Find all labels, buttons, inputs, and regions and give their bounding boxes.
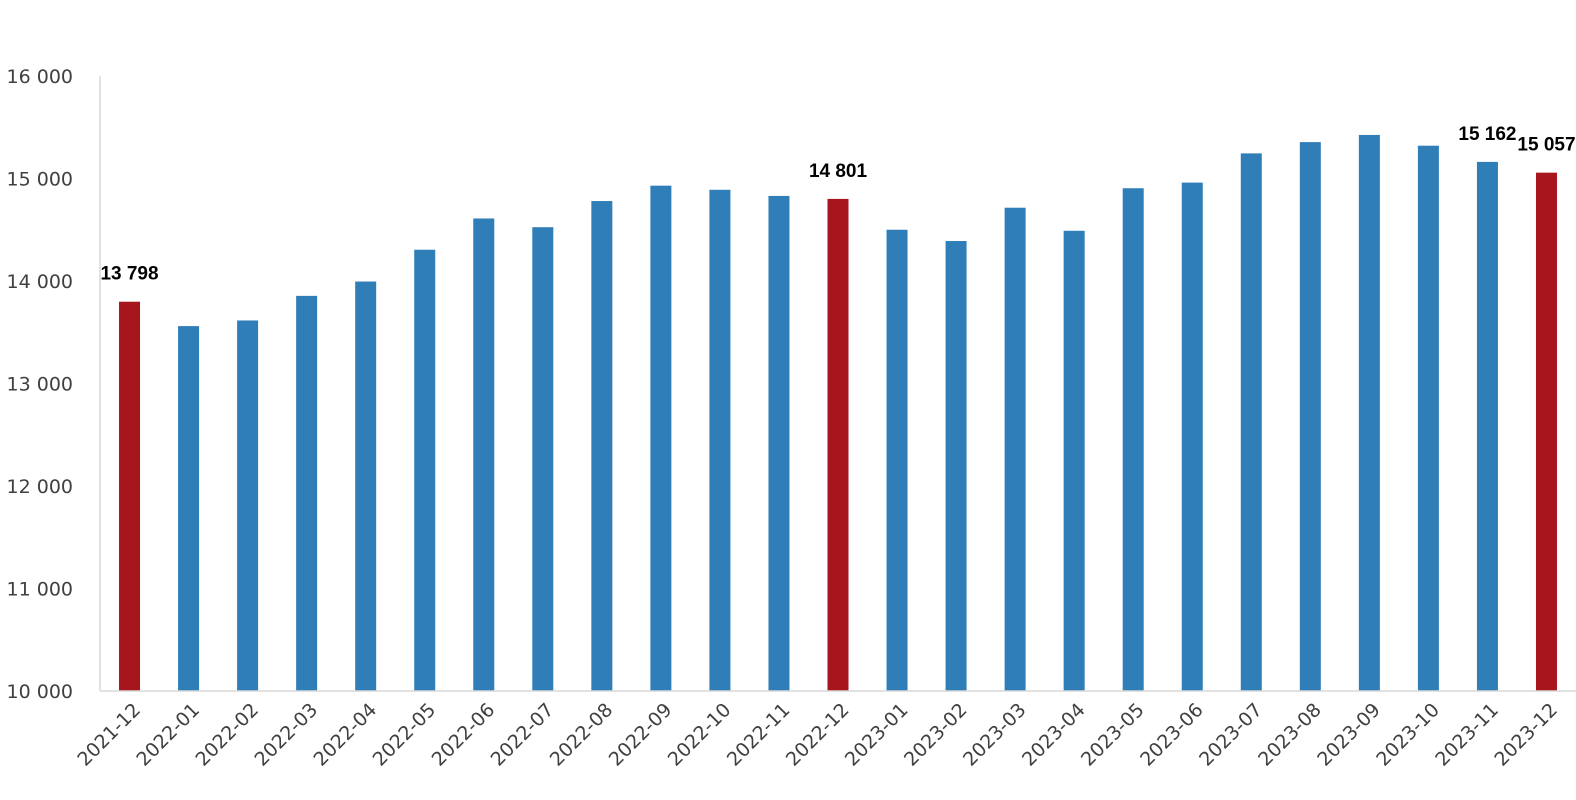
x-tick-label: 2023-02: [900, 699, 972, 771]
x-tick-label: 2023-08: [1254, 699, 1326, 771]
x-tick-label: 2022-01: [132, 699, 204, 771]
data-label: 14 801: [809, 161, 868, 182]
bar: [886, 229, 908, 691]
x-tick-label: 2022-04: [310, 699, 382, 771]
bar: [178, 326, 200, 691]
bar: [768, 195, 790, 692]
bar: [1063, 230, 1085, 691]
bar: [532, 227, 554, 691]
x-tick-label: 2023-01: [841, 699, 913, 771]
x-tick-label: 2022-03: [250, 699, 322, 771]
bar: [945, 241, 967, 691]
bar: [237, 320, 259, 691]
bar: [296, 295, 318, 691]
data-label: 15 162: [1458, 124, 1516, 145]
x-tick-label: 2022-12: [782, 699, 854, 771]
x-tick-label: 2022-07: [487, 699, 559, 771]
x-tick-label: 2022-02: [191, 699, 263, 771]
x-tick-label: 2023-03: [959, 699, 1031, 771]
x-tick-label: 2023-09: [1313, 699, 1385, 771]
bar: [1004, 207, 1026, 691]
x-axis: 2021-122022-012022-022022-032022-042022-…: [73, 690, 1576, 771]
bar-highlighted: [119, 301, 141, 691]
bar: [709, 189, 731, 691]
data-label: 15 057: [1517, 135, 1575, 156]
y-tick-label: 11 000: [7, 579, 73, 601]
bar: [1358, 134, 1380, 691]
x-tick-label: 2023-12: [1490, 699, 1562, 771]
x-tick-label: 2022-09: [605, 699, 677, 771]
y-tick-label: 10 000: [7, 681, 73, 703]
x-tick-label: 2022-06: [428, 699, 500, 771]
bar: [1476, 161, 1498, 691]
y-tick-label: 12 000: [7, 476, 73, 498]
y-tick-label: 16 000: [7, 66, 73, 88]
bar-highlighted: [827, 198, 849, 691]
bars: [119, 134, 1557, 692]
bar: [355, 281, 377, 691]
y-tick-label: 15 000: [7, 169, 73, 191]
y-axis: 10 000 11 000 12 000 13 000 14 000 15 000 16 0…: [7, 66, 101, 703]
x-tick-label: 2022-05: [369, 699, 441, 771]
data-label: 13 798: [100, 264, 158, 285]
x-tick-label: 2023-04: [1018, 699, 1090, 771]
bar: [650, 185, 672, 692]
y-tick-label: 14 000: [7, 271, 73, 293]
x-tick-label: 2023-10: [1372, 699, 1444, 771]
x-tick-label: 2023-07: [1195, 699, 1267, 771]
bar: [414, 249, 436, 692]
bar: [1299, 142, 1321, 692]
x-tick-label: 2022-08: [546, 699, 618, 771]
bar: [1122, 188, 1144, 692]
x-tick-label: 2023-11: [1431, 699, 1503, 771]
y-tick-label: 13 000: [7, 374, 73, 396]
x-tick-label: 2021-12: [73, 699, 145, 771]
bar-highlighted: [1535, 172, 1557, 692]
x-tick-label: 2022-10: [664, 699, 736, 771]
bar: [1417, 145, 1439, 691]
bar: [1240, 153, 1262, 691]
bar: [1181, 182, 1203, 691]
x-tick-label: 2023-05: [1077, 699, 1149, 771]
x-tick-label: 2022-11: [723, 699, 795, 771]
x-tick-label: 2023-06: [1136, 699, 1208, 771]
bar: [473, 218, 495, 691]
bar: [591, 201, 613, 692]
